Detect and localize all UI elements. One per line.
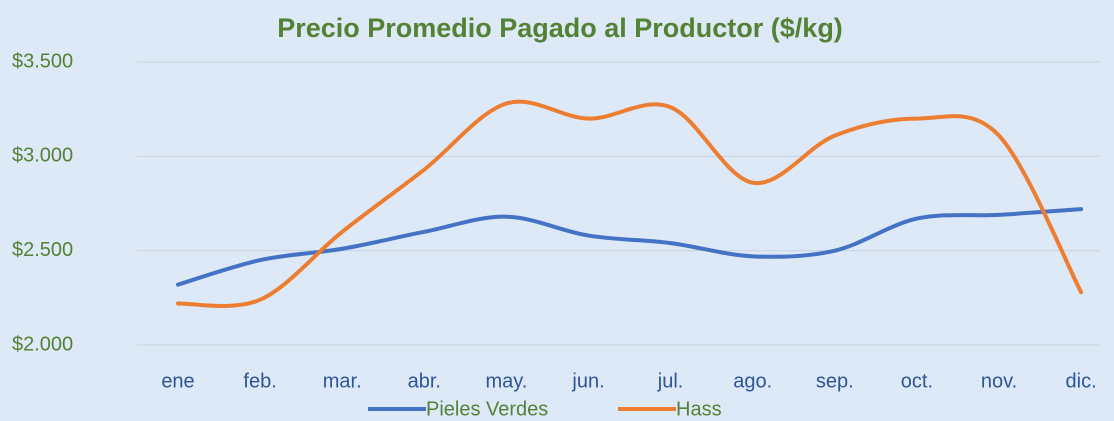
x-tick-label: feb. (243, 370, 276, 392)
line-series (176, 207, 1084, 287)
y-tick-label: $3.000 (12, 145, 73, 167)
x-tick-label: mar. (323, 370, 362, 392)
x-tick-label: jun. (571, 370, 604, 392)
y-tick-label: $3.500 (12, 50, 73, 72)
y-tick-label: $2.500 (12, 239, 73, 261)
x-tick-label: sep. (816, 370, 854, 392)
y-tick-label: $2.000 (12, 333, 73, 355)
x-tick-label: ago. (733, 370, 772, 392)
x-tick-label: oct. (901, 370, 933, 392)
line-series (176, 99, 1084, 309)
x-tick-label: nov. (981, 370, 1017, 392)
x-tick-label: jul. (657, 370, 684, 392)
x-tick-label: dic. (1066, 370, 1097, 392)
legend-label: Hass (676, 398, 722, 420)
x-tick-label: may. (485, 370, 527, 392)
chart-title: Precio Promedio Pagado al Productor ($/k… (277, 13, 843, 43)
x-tick-label: abr. (408, 370, 441, 392)
x-tick-label: ene (161, 370, 194, 392)
legend-label: Pieles Verdes (426, 398, 548, 420)
